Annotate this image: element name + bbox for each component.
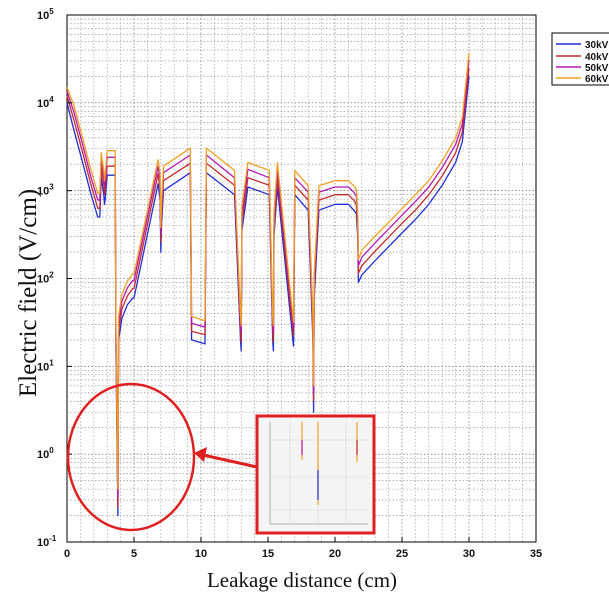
x-tick-label: 10 [195, 548, 207, 560]
legend: 30kV 40kV 50kV 60kV [552, 33, 609, 85]
legend-label-30kv: 30kV [585, 40, 609, 51]
x-axis-label: Leakage distance (cm) [207, 568, 397, 592]
y-axis-label: Electric field (V/cm) [15, 189, 42, 397]
legend-label-40kv: 40kV [585, 52, 609, 63]
y-tick-label: 100 [37, 446, 54, 461]
legend-label-50kv: 50kV [585, 63, 609, 74]
x-tick-label: 35 [530, 548, 542, 560]
x-tick-label: 25 [396, 548, 408, 560]
x-tick-label: 5 [131, 548, 137, 560]
x-tick-label: 0 [64, 548, 70, 560]
y-tick-label: 105 [37, 7, 54, 22]
x-tick-label: 15 [262, 548, 274, 560]
x-tick-label: 20 [329, 548, 341, 560]
legend-label-60kv: 60kV [585, 74, 609, 85]
y-tick-label: 104 [37, 95, 54, 110]
x-tick-label: 30 [463, 548, 475, 560]
y-tick-label: 10-1 [37, 534, 57, 549]
